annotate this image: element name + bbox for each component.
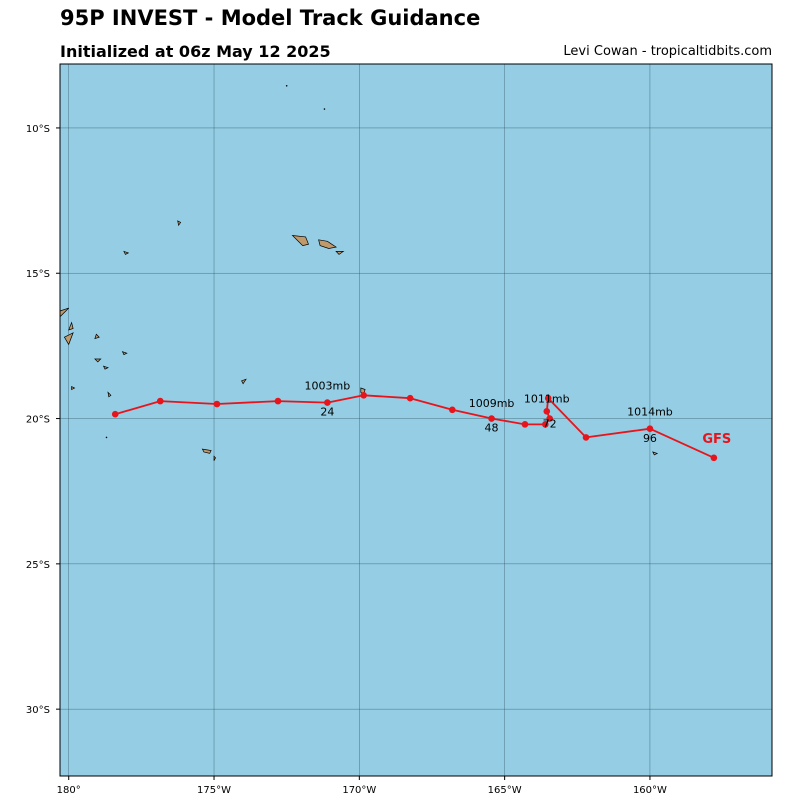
island-shape xyxy=(213,455,216,461)
lat-tick-label: 25°S xyxy=(26,560,50,571)
track-point xyxy=(449,406,456,414)
track-point xyxy=(488,415,495,422)
lat-tick-label: 20°S xyxy=(26,415,50,426)
track-point xyxy=(274,397,282,405)
track-point xyxy=(213,400,221,408)
island-shape xyxy=(652,451,659,456)
map-frame xyxy=(59,63,773,777)
page-title: 95P INVEST - Model Track Guidance xyxy=(60,6,481,30)
track-annotation: 1011mb xyxy=(524,393,570,406)
track-point xyxy=(542,421,549,428)
track-layer xyxy=(111,391,718,462)
island-shape xyxy=(201,448,212,454)
track-point xyxy=(646,425,654,433)
init-time-subtitle: Initialized at 06z May 12 2025 xyxy=(60,42,331,61)
lat-tick-label: 10°S xyxy=(26,124,50,135)
axis-ticks: 180° 175°W 170°W 165°W 160°W 10°S 15°S 20°S 25°S… xyxy=(26,124,667,796)
island-shape xyxy=(94,358,102,363)
track-point xyxy=(111,410,119,418)
track-annotation: 72 xyxy=(543,417,557,430)
islet-dot xyxy=(105,436,108,439)
lon-tick-label: 170°W xyxy=(342,785,376,796)
track-annotation: 1003mb xyxy=(305,379,351,392)
lon-tick-label: 160°W xyxy=(633,785,667,796)
track-point xyxy=(360,391,367,399)
track-point xyxy=(710,454,718,462)
island-shape xyxy=(71,386,76,391)
lon-tick-label: 165°W xyxy=(488,785,522,796)
island-shape xyxy=(94,333,100,340)
island-shape xyxy=(123,250,130,255)
land-layer xyxy=(59,84,659,461)
island-shape xyxy=(107,391,112,398)
track-annotation: 48 xyxy=(485,422,499,435)
track-point xyxy=(582,434,590,441)
island-shape xyxy=(241,378,247,385)
island-shape xyxy=(177,220,182,227)
track-point xyxy=(521,421,529,428)
ocean-background xyxy=(60,64,772,776)
model-label-gfs: GFS xyxy=(702,432,731,447)
track-annotation: 96 xyxy=(643,432,657,445)
island-shape xyxy=(102,365,109,370)
track-point xyxy=(546,415,553,422)
track-point xyxy=(543,407,551,415)
track-point xyxy=(324,399,331,406)
island-shape xyxy=(68,321,74,331)
track-annotation: 1014mb xyxy=(627,406,673,419)
island-shape xyxy=(291,235,309,246)
island-shape xyxy=(121,351,128,356)
island-shape xyxy=(63,332,74,346)
lon-tick-label: 175°W xyxy=(197,785,231,796)
track-point xyxy=(544,394,552,402)
track-annotation: 24 xyxy=(320,406,334,419)
track-annotation: 1009mb xyxy=(469,397,515,410)
lat-tick-label: 30°S xyxy=(26,705,50,716)
lat-tick-label: 15°S xyxy=(26,269,50,280)
islet-dot xyxy=(285,84,288,87)
island-shape xyxy=(318,239,338,249)
annotation-layer: 1003mb 24 1009mb 48 1011mb 72 1014mb 96 GFS xyxy=(305,379,732,447)
island-shape xyxy=(335,251,345,255)
islet-dot xyxy=(323,108,326,110)
lon-tick-label: 180° xyxy=(57,785,81,796)
track-point xyxy=(406,394,414,402)
credit-text: Levi Cowan - tropicaltidbits.com xyxy=(563,44,772,59)
track-point xyxy=(156,397,164,405)
